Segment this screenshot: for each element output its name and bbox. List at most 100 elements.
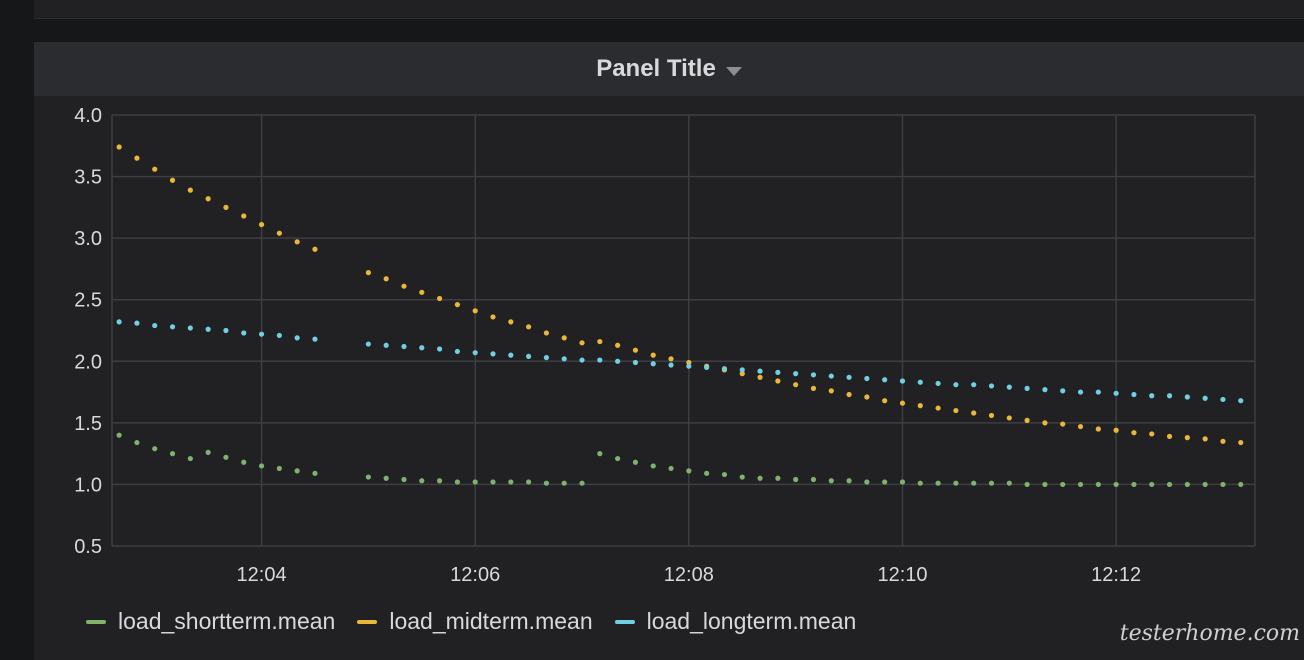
data-point xyxy=(1131,481,1137,488)
data-point xyxy=(632,347,639,353)
data-point xyxy=(846,391,852,398)
y-tick-label: 2.5 xyxy=(74,290,102,312)
data-point xyxy=(882,398,888,404)
data-point xyxy=(365,270,371,276)
data-point xyxy=(543,330,550,336)
data-point xyxy=(365,474,371,480)
data-point xyxy=(1166,481,1173,488)
y-axis-ticks: 4.0 3.5 3.0 2.5 2.0 1.5 1.0 0.5 xyxy=(74,105,102,558)
data-point xyxy=(116,319,122,325)
data-point xyxy=(152,446,158,452)
data-point xyxy=(953,382,959,388)
data-point xyxy=(419,478,425,484)
data-point xyxy=(632,459,639,465)
caret-down-icon[interactable] xyxy=(725,66,742,76)
y-tick-label: 0.5 xyxy=(74,536,102,558)
x-tick-label: 12:08 xyxy=(664,564,714,586)
data-point xyxy=(187,455,193,462)
data-point xyxy=(1131,430,1137,436)
data-point xyxy=(490,479,496,485)
data-point xyxy=(241,330,247,336)
legend-swatch xyxy=(357,619,378,624)
data-point xyxy=(597,451,603,457)
data-point xyxy=(597,338,603,345)
data-point xyxy=(935,380,941,387)
data-point xyxy=(454,302,460,308)
data-point xyxy=(1220,438,1226,444)
data-point xyxy=(882,479,888,485)
data-point xyxy=(134,320,140,326)
legend-item-longterm[interactable]: load_longterm.mean xyxy=(614,608,856,635)
data-point xyxy=(1184,435,1190,441)
data-point xyxy=(1095,426,1101,432)
data-point xyxy=(1113,390,1119,396)
data-point xyxy=(686,363,692,369)
data-point xyxy=(169,451,176,457)
data-point xyxy=(1006,415,1012,421)
data-point xyxy=(490,314,496,320)
legend-item-midterm[interactable]: load_midterm.mean xyxy=(357,608,593,635)
data-point xyxy=(935,480,941,486)
data-point xyxy=(543,480,550,486)
y-tick-label: 2.0 xyxy=(74,351,102,373)
data-point xyxy=(241,213,247,219)
data-point xyxy=(721,471,728,478)
data-point xyxy=(205,326,211,332)
data-point xyxy=(508,479,514,485)
panel-header[interactable]: Panel Title xyxy=(34,42,1304,96)
data-point xyxy=(116,144,122,150)
previous-panel-edge xyxy=(34,0,1304,19)
y-tick-label: 3.5 xyxy=(74,167,102,189)
data-point xyxy=(508,319,514,325)
data-point xyxy=(258,221,265,228)
data-point xyxy=(846,374,852,380)
data-point xyxy=(1060,421,1066,427)
data-point xyxy=(1042,481,1048,488)
legend: load_shortterm.mean load_midterm.mean lo… xyxy=(86,608,878,635)
data-point xyxy=(971,410,977,416)
data-point xyxy=(668,356,674,362)
data-point xyxy=(419,289,425,295)
data-point xyxy=(276,230,282,236)
data-point xyxy=(597,357,603,363)
data-point xyxy=(1060,388,1066,394)
data-point xyxy=(1184,394,1190,400)
data-point xyxy=(1149,393,1155,399)
data-point xyxy=(650,361,656,367)
data-point xyxy=(864,479,870,485)
data-point xyxy=(187,187,193,193)
data-point xyxy=(668,362,674,368)
y-tick-label: 1.0 xyxy=(74,474,102,496)
data-point xyxy=(810,476,817,483)
data-point xyxy=(169,324,176,330)
data-point xyxy=(739,474,745,480)
data-point xyxy=(828,388,834,394)
legend-item-shortterm[interactable]: load_shortterm.mean xyxy=(86,608,335,635)
data-point xyxy=(953,480,959,486)
data-point xyxy=(579,340,585,346)
data-point xyxy=(1024,385,1030,391)
data-point xyxy=(650,463,656,469)
x-tick-label: 12:10 xyxy=(877,564,927,586)
data-point xyxy=(1042,420,1048,426)
data-point xyxy=(401,476,407,483)
data-point xyxy=(757,475,763,481)
data-point xyxy=(810,372,817,378)
data-point xyxy=(543,354,550,361)
data-point xyxy=(116,432,122,438)
data-point xyxy=(365,341,371,347)
panel-title[interactable]: Panel Title xyxy=(596,55,716,82)
data-point xyxy=(864,394,870,400)
data-point xyxy=(134,155,140,161)
data-point xyxy=(561,335,567,341)
data-point xyxy=(810,385,817,391)
data-point xyxy=(1024,417,1030,423)
data-point xyxy=(1024,481,1030,488)
data-point xyxy=(276,332,282,339)
data-point xyxy=(864,375,870,382)
data-point xyxy=(561,356,567,362)
data-point xyxy=(650,352,656,358)
y-tick-label: 4.0 xyxy=(74,105,102,127)
y-tick-label: 3.0 xyxy=(74,228,102,250)
series-load_midterm.mean xyxy=(116,144,1244,446)
